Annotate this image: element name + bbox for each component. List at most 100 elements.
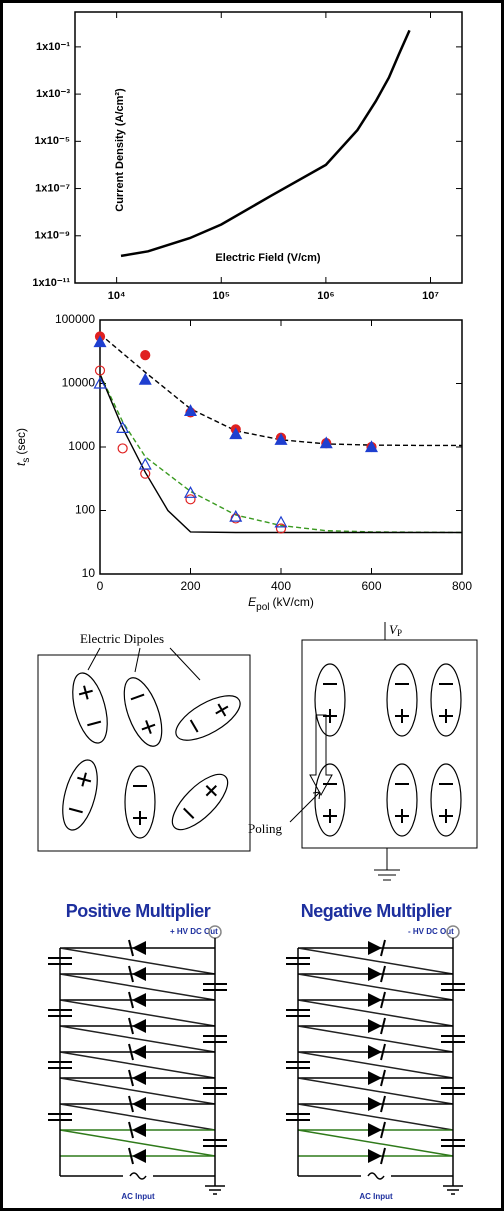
dipole [175,695,241,741]
plus-bar [81,772,87,787]
dipole [171,773,229,831]
point [94,365,106,376]
plus-bar [83,685,89,700]
dipoles-label: Electric Dipoles [80,631,164,646]
dipole-ellipse [386,763,418,837]
ground [443,1185,463,1195]
point [117,443,128,454]
diagonal [59,1077,216,1105]
x-tick-label: 600 [361,579,381,593]
vp-subscript: P [397,628,402,638]
diode-bar [128,1121,134,1139]
point [229,509,243,522]
plus-bar [205,785,217,797]
y-tick-label: 100 [75,503,95,517]
minus-bar [183,807,195,819]
x-tick-label: 200 [180,579,200,593]
dipole [62,759,98,831]
axis-label: Current Density (A/cm²) [114,88,126,212]
diode [368,1019,382,1033]
diode-bar [128,1069,134,1087]
diode-bar [128,1043,134,1061]
minus-bar [130,693,145,701]
output-label: + HV DC Out [170,927,218,936]
point [274,515,288,528]
output-label: - HV DC Out [408,927,454,936]
y-tick-label: 1x10⁻⁹ [35,230,71,242]
dipole-ellipse [314,763,346,837]
diagonal [59,1129,216,1157]
diagonal [297,999,454,1027]
dipole-ellipse [62,759,98,831]
diagonal [59,973,216,1001]
point [138,372,152,385]
plot-frame [74,11,463,284]
poling-label: Poling [248,821,282,836]
diagonal [59,1103,216,1131]
diode-bar [380,1121,386,1139]
x-tick-label: 10⁴ [108,290,126,302]
diode [132,1149,146,1163]
label-arrows [87,647,201,681]
dipole [123,677,163,747]
dipole [314,763,346,837]
diode-bar [128,965,134,983]
point [319,436,333,449]
diode-bar [128,1095,134,1113]
y-tick-label: 1x10⁻³ [36,88,70,100]
series-line [99,373,462,534]
y-tick-label: 100000 [55,312,95,326]
diagonal [297,1025,454,1053]
y-tick-label: 1x10⁻¹ [36,41,70,53]
multiplier-title: Negative Multiplier [301,901,452,921]
minus-bar [189,719,199,733]
diode [132,1019,146,1033]
x-tick-label: 0 [97,579,104,593]
diode [368,1045,382,1059]
point [116,421,130,433]
diode-bar [380,1147,386,1165]
diagonal [297,1103,454,1131]
ground [205,1185,225,1195]
diode-bar [128,1017,134,1035]
label-subscript: s [21,458,32,463]
diode-bar [128,1147,134,1165]
multiplier-title: Positive Multiplier [66,901,211,921]
x-tick-label: 10⁷ [422,290,439,302]
y-tick-label: 1x10⁻⁵ [35,135,70,147]
dipole-ellipse [123,677,163,747]
diagonal [59,947,216,975]
y-tick-label: 10 [82,566,96,580]
diode [368,993,382,1007]
diagonal [297,1077,454,1105]
y-tick-label: 10000 [62,376,96,390]
x-tick-label: 400 [271,579,291,593]
dipole [314,663,346,737]
label-subscript: pol [256,602,269,613]
diode [132,1123,146,1137]
diode [132,1045,146,1059]
point [185,494,196,505]
diode [368,967,382,981]
diagonal [59,999,216,1027]
y-tick-label: 1x10⁻⁷ [35,182,70,194]
series-line [120,29,411,258]
vp-label: VP [389,622,402,638]
ground [374,848,400,881]
dipole [430,763,462,837]
input-label: AC Input [359,1192,393,1201]
point [138,457,152,470]
point [364,440,379,453]
diode-bar [128,991,134,1009]
plus-bar [145,720,152,734]
label-symbol: E [248,595,257,609]
diode [132,1071,146,1085]
diagonal [297,947,454,975]
diode [368,1071,382,1085]
diode-bar [380,1095,386,1113]
axis-label: Electric Field (V/cm) [215,252,320,264]
dipole-ellipse [386,663,418,737]
x-tick-label: 10⁶ [317,290,334,302]
x-tick-label: 10⁵ [213,290,230,302]
diode [368,941,382,955]
